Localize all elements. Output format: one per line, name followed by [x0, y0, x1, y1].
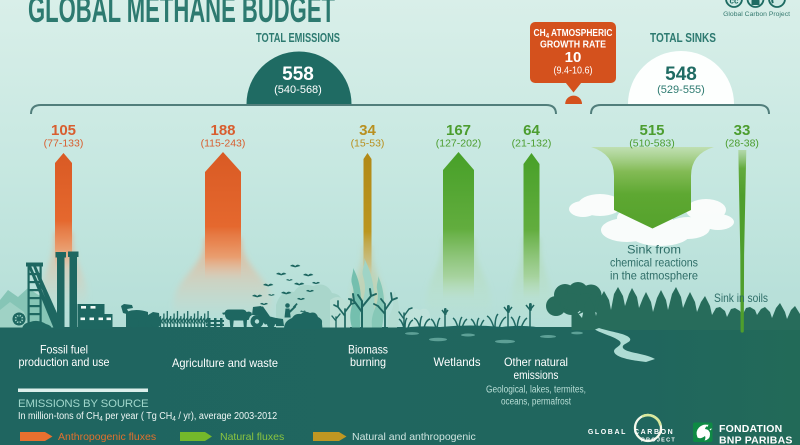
svg-text:515: 515	[639, 122, 664, 139]
svg-text:TOTAL SINKS: TOTAL SINKS	[650, 31, 716, 45]
svg-text:Natural fluxes: Natural fluxes	[220, 431, 284, 443]
svg-text:(9.4-10.6): (9.4-10.6)	[554, 65, 593, 77]
svg-text:Biomass: Biomass	[348, 343, 388, 357]
svg-text:(15-53): (15-53)	[351, 138, 385, 150]
svg-text:548: 548	[665, 64, 697, 85]
svg-text:105: 105	[51, 122, 76, 139]
svg-text:167: 167	[446, 122, 471, 139]
svg-text:GROWTH RATE: GROWTH RATE	[540, 39, 606, 51]
svg-text:production and use: production and use	[19, 355, 110, 369]
svg-text:Wetlands: Wetlands	[434, 355, 481, 369]
svg-text:Sink from: Sink from	[627, 243, 681, 257]
svg-text:EMISSIONS BY SOURCE: EMISSIONS BY SOURCE	[18, 398, 149, 410]
svg-text:Fossil fuel: Fossil fuel	[40, 343, 88, 357]
svg-text:GLOBAL: GLOBAL	[588, 429, 627, 436]
svg-text:In million-tons of CH4 per yea: In million-tons of CH4 per year ( Tg CH4…	[18, 410, 277, 423]
svg-text:FONDATION: FONDATION	[719, 423, 782, 435]
svg-text:CH4 ATMOSPHERIC: CH4 ATMOSPHERIC	[534, 27, 613, 40]
svg-text:CARBON: CARBON	[634, 429, 674, 436]
svg-text:TOTAL EMISSIONS: TOTAL EMISSIONS	[256, 31, 340, 45]
svg-text:Geological, lakes, termites,: Geological, lakes, termites,	[486, 385, 586, 396]
svg-text:GLOBAL METHANE BUDGET: GLOBAL METHANE BUDGET	[28, 0, 335, 30]
svg-text:(540-568): (540-568)	[274, 84, 322, 96]
svg-text:emissions: emissions	[514, 368, 559, 382]
svg-text:558: 558	[282, 64, 314, 85]
svg-text:(127-202): (127-202)	[436, 138, 482, 150]
svg-text:10: 10	[565, 49, 582, 66]
svg-text:(529-555): (529-555)	[657, 84, 705, 96]
svg-text:cc: cc	[730, 0, 739, 6]
svg-text:64: 64	[523, 122, 540, 139]
svg-text:PROJECT: PROJECT	[641, 438, 676, 444]
svg-text:34: 34	[359, 122, 376, 139]
svg-text:(21-132): (21-132)	[512, 138, 552, 150]
svg-text:Other natural: Other natural	[504, 355, 568, 369]
svg-text:Agriculture and waste: Agriculture and waste	[172, 356, 278, 370]
svg-text:(28-38): (28-38)	[725, 138, 759, 150]
svg-text:33: 33	[734, 122, 751, 139]
svg-text:Anthropogenic fluxes: Anthropogenic fluxes	[58, 431, 156, 443]
svg-text:(77-133): (77-133)	[44, 138, 84, 150]
svg-text:Global Carbon Project: Global Carbon Project	[723, 11, 790, 18]
svg-text:Natural and anthropogenic: Natural and anthropogenic	[352, 431, 476, 443]
svg-text:BNP PARIBAS: BNP PARIBAS	[719, 435, 793, 445]
svg-text:in the atmosphere: in the atmosphere	[610, 269, 698, 283]
svg-text:Sink in soils: Sink in soils	[714, 291, 768, 305]
svg-text:chemical reactions: chemical reactions	[610, 256, 698, 270]
svg-text:(115-243): (115-243)	[201, 138, 246, 150]
svg-text:burning: burning	[350, 355, 386, 369]
svg-text:(510-583): (510-583)	[629, 138, 675, 150]
svg-text:oceans, permafrost: oceans, permafrost	[501, 397, 571, 408]
svg-text:188: 188	[210, 122, 235, 139]
